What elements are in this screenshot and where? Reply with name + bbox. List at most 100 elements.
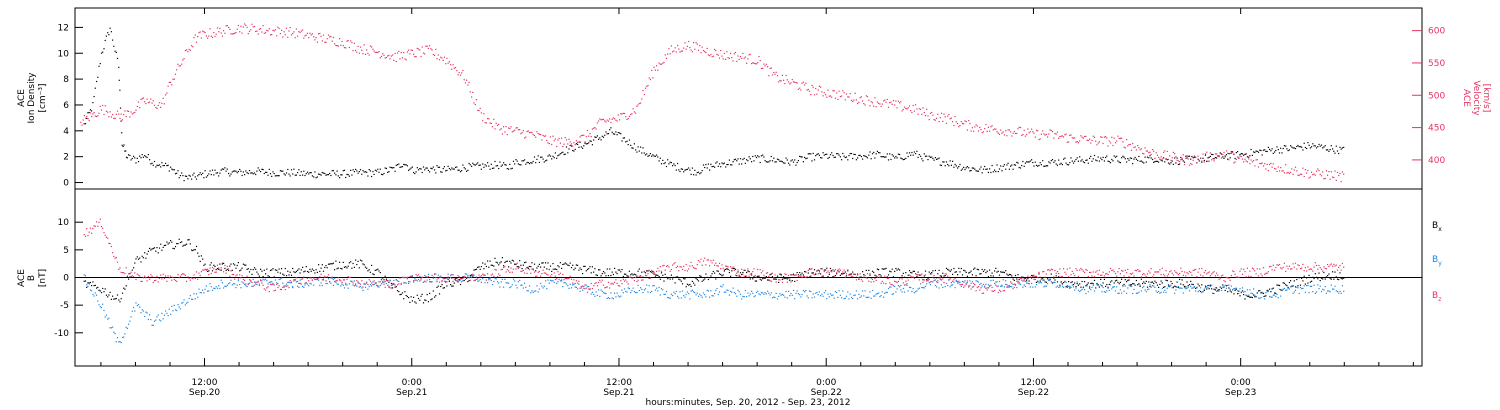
series-bz-dot bbox=[579, 287, 581, 289]
series-by-dot bbox=[94, 292, 96, 294]
series-bx-dot bbox=[1102, 282, 1104, 284]
top-series-1-dot bbox=[1074, 137, 1076, 139]
series-by-dot bbox=[680, 297, 682, 299]
top-series-1-dot bbox=[441, 57, 443, 59]
series-by-dot bbox=[1212, 292, 1214, 294]
top-series-0-dot bbox=[416, 167, 418, 169]
series-bx-dot bbox=[673, 276, 675, 278]
series-by-dot bbox=[572, 284, 574, 286]
top-series-1-dot bbox=[478, 110, 480, 112]
top-series-0-dot bbox=[994, 169, 996, 171]
series-by-dot bbox=[1161, 287, 1163, 289]
top-series-1-dot bbox=[770, 67, 772, 69]
series-bx-dot bbox=[261, 270, 263, 272]
top-series-0-dot bbox=[921, 158, 923, 160]
top-series-0-dot bbox=[285, 172, 288, 174]
series-by-dot bbox=[1335, 290, 1337, 292]
series-bz-dot bbox=[155, 279, 157, 281]
xtick-date-0: Sep.20 bbox=[189, 388, 221, 398]
top-series-0-dot bbox=[1277, 149, 1279, 151]
top-series-1-dot bbox=[377, 52, 379, 54]
series-bz-dot bbox=[564, 277, 566, 280]
series-bz-dot bbox=[388, 285, 390, 287]
series-bz-dot bbox=[226, 265, 228, 268]
top-series-0-dot bbox=[1220, 153, 1223, 155]
top-series-1-dot bbox=[161, 102, 163, 104]
top-series-1-dot bbox=[272, 29, 274, 31]
series-by-dot bbox=[246, 286, 248, 288]
series-bx-dot bbox=[808, 268, 811, 270]
top-series-0-dot bbox=[669, 161, 671, 163]
series-by-dot bbox=[244, 283, 246, 285]
series-bx-dot bbox=[582, 273, 584, 275]
bottom-ytick-label-3: 5 bbox=[63, 246, 69, 256]
top-series-1-dot bbox=[211, 36, 214, 38]
top-series-1-dot bbox=[340, 44, 342, 46]
series-bx-dot bbox=[1265, 295, 1267, 297]
series-bx-dot bbox=[868, 269, 870, 271]
top-series-1-dot bbox=[1159, 158, 1161, 160]
top-series-0-dot bbox=[225, 170, 227, 172]
series-bz-dot bbox=[124, 273, 126, 275]
series-by-dot bbox=[736, 295, 738, 297]
series-bz-dot bbox=[730, 266, 732, 268]
top-series-0-dot bbox=[331, 170, 333, 172]
top-series-0-dot bbox=[454, 166, 457, 168]
top-series-1-dot bbox=[575, 140, 577, 142]
top-series-1-dot bbox=[942, 120, 944, 122]
series-by-dot bbox=[936, 286, 938, 288]
top-series-0-dot bbox=[1137, 159, 1139, 162]
top-series-1-dot bbox=[1192, 159, 1194, 161]
top-series-1-dot bbox=[125, 116, 127, 118]
series-bz-dot bbox=[718, 262, 721, 264]
series-bx-dot bbox=[609, 268, 611, 270]
top-series-1-dot bbox=[850, 99, 853, 102]
top-series-0-dot bbox=[1301, 146, 1303, 148]
series-by-dot bbox=[963, 281, 965, 283]
top-series-1-dot bbox=[1111, 136, 1113, 138]
top-series-1-dot bbox=[1072, 137, 1075, 139]
series-bz-dot bbox=[880, 282, 882, 284]
series-by-dot bbox=[1216, 290, 1218, 292]
top-series-1-dot bbox=[112, 114, 114, 116]
top-series-1-dot bbox=[551, 143, 553, 145]
top-series-0-dot bbox=[489, 168, 491, 170]
top-series-1-dot bbox=[1311, 171, 1313, 173]
series-by-dot bbox=[1167, 285, 1170, 287]
top-series-0-dot bbox=[654, 155, 656, 157]
top-series-1-dot bbox=[152, 100, 154, 102]
series-bx-dot bbox=[647, 270, 649, 272]
series-bx-dot bbox=[531, 262, 533, 264]
series-bx-dot bbox=[902, 272, 904, 274]
top-series-1-dot bbox=[197, 36, 199, 38]
series-bx-dot bbox=[160, 243, 162, 245]
top-series-0-dot bbox=[1127, 158, 1129, 160]
series-by-dot bbox=[1164, 289, 1166, 291]
top-series-1-dot bbox=[373, 50, 375, 52]
series-bx-dot bbox=[1183, 285, 1186, 287]
top-series-0-dot bbox=[640, 146, 642, 148]
series-bx-dot bbox=[404, 291, 406, 293]
top-series-1-dot bbox=[427, 47, 429, 49]
top-series-1-dot bbox=[1119, 137, 1121, 139]
series-bx-dot bbox=[757, 275, 759, 277]
series-bx-dot bbox=[416, 294, 418, 296]
top-series-0-dot bbox=[869, 151, 871, 153]
series-bz-dot bbox=[133, 275, 135, 278]
series-bz-dot bbox=[215, 271, 217, 273]
series-bz-dot bbox=[86, 228, 88, 230]
series-bx-dot bbox=[348, 262, 350, 264]
series-by-dot bbox=[234, 283, 236, 285]
top-series-1-dot bbox=[944, 116, 946, 118]
series-bz-dot bbox=[268, 291, 270, 293]
top-series-1-dot bbox=[1029, 131, 1031, 133]
top-series-1-dot bbox=[299, 31, 301, 34]
series-bz-dot bbox=[405, 277, 407, 279]
top-series-0-dot bbox=[357, 172, 359, 174]
top-series-1-dot bbox=[172, 78, 174, 80]
top-series-1-dot bbox=[794, 81, 796, 83]
series-bz-dot bbox=[1038, 271, 1040, 273]
series-by-dot bbox=[92, 293, 94, 295]
top-series-1-dot bbox=[421, 46, 423, 48]
series-bz-dot bbox=[934, 279, 936, 281]
